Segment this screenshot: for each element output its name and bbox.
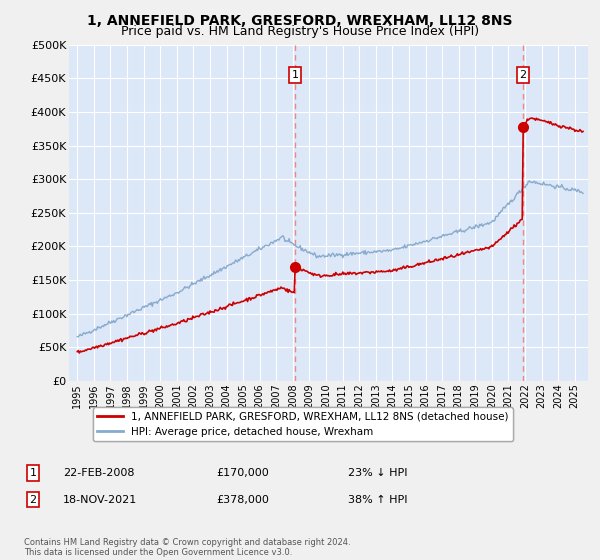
Text: 1, ANNEFIELD PARK, GRESFORD, WREXHAM, LL12 8NS: 1, ANNEFIELD PARK, GRESFORD, WREXHAM, LL…	[87, 14, 513, 28]
Text: 38% ↑ HPI: 38% ↑ HPI	[348, 494, 407, 505]
Text: 2: 2	[520, 70, 527, 80]
Text: 23% ↓ HPI: 23% ↓ HPI	[348, 468, 407, 478]
Text: 2: 2	[29, 494, 37, 505]
Text: 1: 1	[292, 70, 299, 80]
Text: £378,000: £378,000	[216, 494, 269, 505]
Text: £170,000: £170,000	[216, 468, 269, 478]
Text: Contains HM Land Registry data © Crown copyright and database right 2024.
This d: Contains HM Land Registry data © Crown c…	[24, 538, 350, 557]
Text: Price paid vs. HM Land Registry's House Price Index (HPI): Price paid vs. HM Land Registry's House …	[121, 25, 479, 38]
Text: 1: 1	[29, 468, 37, 478]
Legend: 1, ANNEFIELD PARK, GRESFORD, WREXHAM, LL12 8NS (detached house), HPI: Average pr: 1, ANNEFIELD PARK, GRESFORD, WREXHAM, LL…	[93, 408, 513, 441]
Text: 22-FEB-2008: 22-FEB-2008	[63, 468, 134, 478]
Text: 18-NOV-2021: 18-NOV-2021	[63, 494, 137, 505]
